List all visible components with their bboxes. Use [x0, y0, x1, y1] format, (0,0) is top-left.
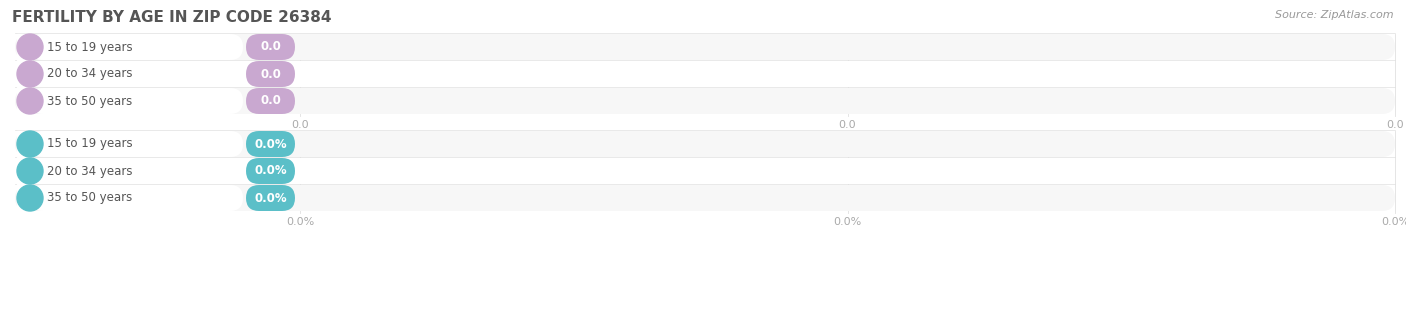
FancyBboxPatch shape: [30, 185, 243, 211]
Circle shape: [17, 34, 44, 60]
FancyBboxPatch shape: [15, 61, 1395, 87]
Circle shape: [17, 61, 44, 87]
Polygon shape: [17, 131, 32, 157]
FancyBboxPatch shape: [30, 131, 243, 157]
Text: 0.0%: 0.0%: [254, 165, 287, 177]
FancyBboxPatch shape: [15, 158, 1395, 184]
Circle shape: [17, 158, 44, 184]
Text: 0.0: 0.0: [839, 120, 856, 130]
FancyBboxPatch shape: [30, 61, 243, 87]
Text: 0.0: 0.0: [291, 120, 309, 130]
FancyBboxPatch shape: [15, 131, 1395, 157]
Text: 0.0%: 0.0%: [834, 217, 862, 227]
Polygon shape: [17, 158, 32, 184]
Text: 35 to 50 years: 35 to 50 years: [46, 94, 132, 108]
Text: 20 to 34 years: 20 to 34 years: [46, 165, 132, 177]
Circle shape: [17, 185, 44, 211]
Circle shape: [17, 131, 44, 157]
Polygon shape: [17, 185, 32, 211]
Text: 0.0%: 0.0%: [254, 137, 287, 151]
Polygon shape: [17, 61, 32, 87]
Polygon shape: [17, 34, 32, 60]
Text: 0.0%: 0.0%: [1381, 217, 1406, 227]
Circle shape: [17, 88, 44, 114]
Polygon shape: [17, 88, 32, 114]
Text: 20 to 34 years: 20 to 34 years: [46, 68, 132, 80]
FancyBboxPatch shape: [246, 61, 295, 87]
Text: 35 to 50 years: 35 to 50 years: [46, 192, 132, 205]
Text: 0.0: 0.0: [260, 68, 281, 80]
Text: FERTILITY BY AGE IN ZIP CODE 26384: FERTILITY BY AGE IN ZIP CODE 26384: [13, 10, 332, 25]
FancyBboxPatch shape: [30, 34, 243, 60]
FancyBboxPatch shape: [15, 185, 1395, 211]
Text: 0.0: 0.0: [1386, 120, 1403, 130]
Text: 0.0%: 0.0%: [254, 192, 287, 205]
Text: 0.0: 0.0: [260, 94, 281, 108]
FancyBboxPatch shape: [246, 34, 295, 60]
FancyBboxPatch shape: [246, 131, 295, 157]
Text: 15 to 19 years: 15 to 19 years: [46, 137, 132, 151]
Text: 0.0%: 0.0%: [285, 217, 314, 227]
FancyBboxPatch shape: [246, 185, 295, 211]
Text: Source: ZipAtlas.com: Source: ZipAtlas.com: [1275, 10, 1393, 20]
FancyBboxPatch shape: [246, 158, 295, 184]
Text: 15 to 19 years: 15 to 19 years: [46, 40, 132, 54]
FancyBboxPatch shape: [15, 88, 1395, 114]
FancyBboxPatch shape: [246, 88, 295, 114]
Text: 0.0: 0.0: [260, 40, 281, 54]
FancyBboxPatch shape: [30, 88, 243, 114]
FancyBboxPatch shape: [15, 34, 1395, 60]
FancyBboxPatch shape: [30, 158, 243, 184]
